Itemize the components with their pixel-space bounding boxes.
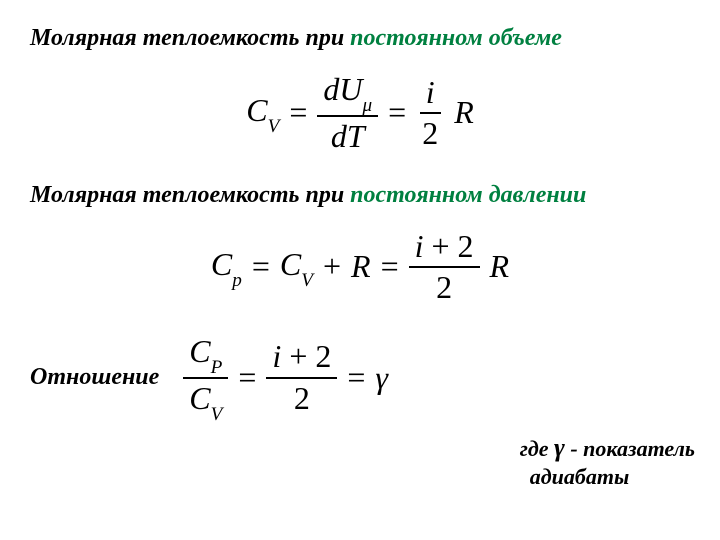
f1-lhs: CV	[246, 92, 279, 134]
formula-cp: Cp = CV + R = i + 2 2 R	[30, 229, 690, 305]
plus-sign: +	[323, 248, 341, 285]
equals-sign: =	[289, 94, 307, 131]
heading2-suffix: постоянном давлении	[350, 182, 586, 208]
f3-frac1: CP CV	[183, 334, 228, 421]
f2-lhs: Cp	[211, 246, 242, 288]
gamma-annotation: где γ - показатель адиабаты	[520, 432, 695, 490]
annot-before: где	[520, 436, 554, 461]
equals-sign: =	[252, 248, 270, 285]
formula-cv: CV = dUμ dT = i 2 R	[30, 72, 690, 154]
heading-volume: Молярная теплоемкость при постоянном объ…	[30, 25, 690, 52]
f2-plus-var: R	[351, 248, 371, 285]
heading1-prefix: Молярная теплоемкость при	[30, 25, 350, 51]
annot-after: - показатель	[570, 436, 695, 461]
annot-line2: адиабаты	[530, 464, 630, 489]
f2-mid: CV	[280, 246, 313, 288]
heading2-prefix: Молярная теплоемкость при	[30, 182, 350, 208]
heading-pressure: Молярная теплоемкость при постоянном дав…	[30, 182, 690, 209]
equals-sign: =	[347, 359, 365, 396]
f1-frac2: i 2	[416, 75, 444, 151]
heading-ratio: Отношение	[30, 364, 159, 391]
f2-rhs: R	[490, 248, 510, 285]
f1-frac1: dUμ dT	[317, 72, 378, 154]
f1-rhs: R	[454, 94, 474, 131]
f3-gamma: γ	[375, 359, 388, 396]
equals-sign: =	[238, 359, 256, 396]
equals-sign: =	[388, 94, 406, 131]
ratio-row: Отношение CP CV = i + 2 2 = γ	[30, 333, 690, 421]
formula-ratio: CP CV = i + 2 2 = γ	[183, 333, 388, 421]
f2-frac: i + 2 2	[409, 229, 480, 305]
equals-sign: =	[381, 248, 399, 285]
gamma-icon: γ	[554, 433, 565, 462]
heading1-suffix: постоянном объеме	[350, 25, 562, 51]
f3-frac2: i + 2 2	[266, 339, 337, 415]
